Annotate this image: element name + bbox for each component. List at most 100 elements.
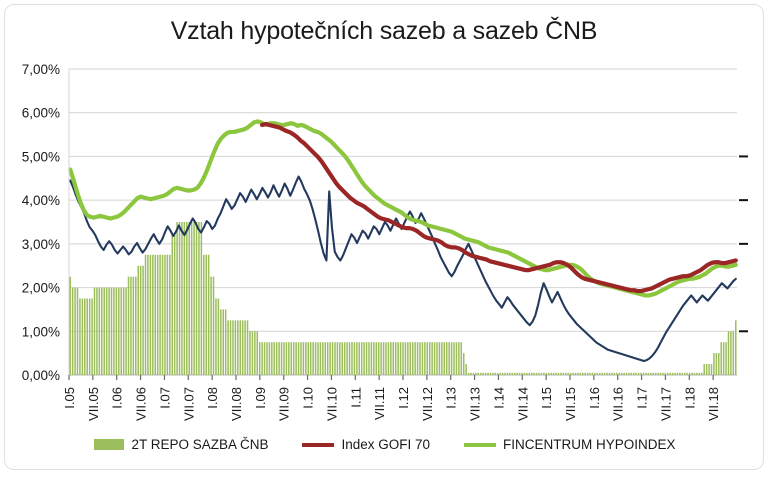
x-axis-tick-label: VII.11: [372, 387, 387, 420]
bar: [339, 342, 341, 375]
bar: [421, 342, 424, 375]
bar: [115, 287, 118, 375]
bar: [297, 342, 300, 375]
bar: [183, 222, 186, 375]
bar: [288, 342, 290, 375]
bar: [346, 342, 348, 375]
bar: [691, 372, 693, 375]
bar: [178, 222, 181, 375]
bar: [472, 372, 475, 375]
bar: [195, 222, 198, 375]
bar: [203, 254, 205, 375]
bar: [351, 342, 353, 375]
bar: [125, 287, 127, 375]
bar: [278, 342, 280, 375]
bar: [397, 342, 399, 375]
bar: [642, 372, 645, 375]
bar: [319, 342, 322, 375]
x-axis-tick-label: VII.08: [229, 387, 244, 421]
bar: [428, 342, 431, 375]
bar: [380, 342, 382, 375]
bar: [708, 364, 710, 375]
y-axis-tick-label: 2,00%: [22, 281, 60, 296]
bar: [360, 342, 363, 375]
bar: [326, 342, 329, 375]
legend-item[interactable]: Index GOFI 70: [302, 437, 430, 452]
x-axis-tick-label: I.08: [205, 387, 220, 409]
bar: [547, 372, 550, 375]
bar: [730, 331, 732, 375]
x-axis-tick-label: VII.12: [420, 387, 435, 421]
bar: [492, 372, 494, 375]
bar: [152, 254, 154, 375]
x-axis-tick-label: I.07: [157, 387, 172, 409]
bar: [489, 372, 492, 375]
bar: [625, 372, 628, 375]
bar: [518, 372, 521, 375]
bar: [181, 222, 183, 375]
bar: [620, 372, 623, 375]
bar: [426, 342, 429, 375]
x-axis-tick-label: I.14: [491, 387, 506, 409]
bar: [572, 372, 574, 375]
bar: [436, 342, 438, 375]
bar: [132, 276, 135, 375]
bar: [453, 342, 455, 375]
bar: [608, 372, 611, 375]
bar: [249, 331, 251, 375]
chart-title: Vztah hypotečních sazeb a sazeb ČNB: [170, 17, 598, 45]
bar: [101, 287, 103, 375]
chart-card: Vztah hypotečních sazeb a sazeb ČNB 0,00…: [4, 4, 764, 470]
bar: [324, 342, 327, 375]
bar: [633, 372, 635, 375]
bar: [86, 298, 88, 375]
bar: [98, 287, 101, 375]
bar: [142, 265, 144, 375]
bar: [574, 372, 577, 375]
bar: [113, 287, 115, 375]
bar: [727, 331, 730, 375]
bar: [207, 254, 210, 375]
legend-item[interactable]: 2T REPO SAZBA ČNB: [94, 437, 268, 452]
bar: [667, 372, 669, 375]
bar: [370, 342, 373, 375]
bar: [601, 372, 603, 375]
x-axis-tick-label: I.09: [253, 387, 268, 409]
x-axis-tick-label: VII.13: [468, 387, 483, 421]
bar: [110, 287, 113, 375]
bar: [166, 254, 169, 375]
bar: [280, 342, 283, 375]
x-axis-tick-label: I.10: [301, 387, 316, 409]
x-axis-tick-label: VII.16: [611, 387, 626, 421]
bar: [241, 320, 244, 375]
bar: [603, 372, 606, 375]
bar: [557, 372, 560, 375]
bar: [120, 287, 122, 375]
bar: [443, 342, 446, 375]
bar: [256, 331, 259, 375]
bar: [198, 222, 200, 375]
plot-area: 0,00% 1,00% 2,00% 3,00% 4,00% 5,00% 6,00% 7,00%…: [5, 5, 765, 471]
bar: [703, 364, 705, 375]
bar: [628, 372, 630, 375]
bar: [312, 342, 314, 375]
bar: [190, 222, 193, 375]
bar: [521, 372, 523, 375]
bar: [431, 342, 433, 375]
bar: [81, 298, 84, 375]
bar: [154, 254, 156, 375]
bar: [356, 342, 358, 375]
bar: [669, 372, 671, 375]
bar: [623, 372, 625, 375]
bar: [487, 372, 489, 375]
bar: [550, 372, 552, 375]
bar: [579, 372, 582, 375]
legend-item[interactable]: FINCENTRUM HYPOINDEX: [464, 437, 676, 452]
bar: [263, 342, 266, 375]
bar: [164, 254, 166, 375]
bar: [528, 372, 531, 375]
legend-bar-swatch-icon: [94, 439, 125, 450]
bar: [271, 342, 273, 375]
bar: [283, 342, 285, 375]
x-axis-tick-label: VII.05: [86, 387, 101, 421]
